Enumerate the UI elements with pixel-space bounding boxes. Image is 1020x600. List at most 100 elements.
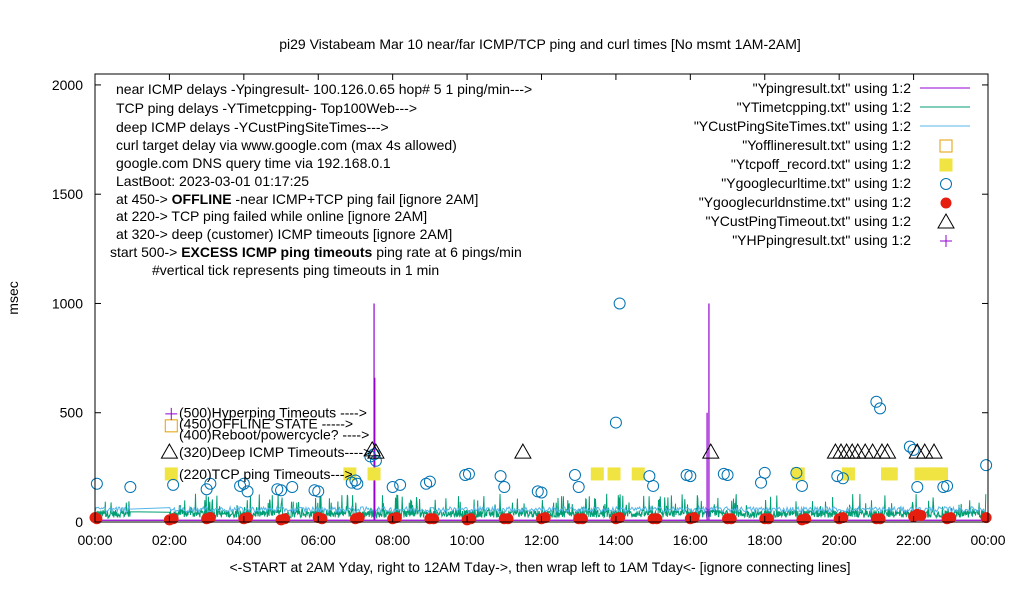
curl-time-marker — [345, 476, 358, 489]
y-tick-label: 500 — [60, 405, 84, 421]
level-label: (450)OFFLINE STATE -----> — [179, 416, 353, 432]
cust-timeout-marker — [878, 443, 897, 459]
x-tick-label: 18:00 — [747, 532, 782, 548]
curl-time-marker — [980, 459, 993, 472]
dns-time-marker — [725, 513, 737, 525]
y-tick-label: 1000 — [52, 295, 83, 311]
cust-timeout-marker — [160, 443, 179, 459]
tcp-offline-marker — [607, 467, 621, 481]
x-tick-label: 12:00 — [524, 532, 559, 548]
info-text-block: near ICMP delays -Ypingresult- 100.126.0… — [110, 81, 532, 278]
state-line-offline: at 450-> OFFLINE -near ICMP+TCP ping fai… — [116, 191, 478, 207]
dns-time-marker — [167, 513, 179, 525]
legend-label: "Yofflineresult.txt" using 1:2 — [742, 137, 911, 153]
curl-time-marker — [647, 479, 660, 492]
dns-time-marker — [614, 512, 626, 524]
x-tick-label: 06:00 — [301, 532, 336, 548]
dns-time-marker — [688, 512, 700, 524]
state-line-deep: at 320-> deep (customer) ICMP timeouts [… — [116, 226, 452, 242]
info-line: near ICMP delays -Ypingresult- 100.126.0… — [116, 81, 532, 97]
curl-time-marker — [369, 454, 382, 467]
curl-time-marker — [790, 466, 803, 479]
curl-time-marker — [351, 477, 364, 490]
x-tick-label: 08:00 — [375, 532, 410, 548]
x-axis-label: <-START at 2AM Yday, right to 12AM Tday-… — [229, 559, 850, 575]
cust-timeout-marker — [367, 443, 385, 459]
info-line: TCP ping delays -YTimetcpping- Top100Web… — [116, 100, 417, 116]
tcp-offline-marker — [631, 467, 645, 481]
x-tick-label: 22:00 — [896, 532, 931, 548]
curl-time-marker — [831, 470, 844, 483]
dns-time-marker — [915, 509, 927, 521]
curl-time-marker — [498, 481, 511, 494]
x-tick-label: 00:00 — [77, 532, 112, 548]
curl-time-marker — [394, 478, 407, 491]
legend-label: "YTimetcpping.txt" using 1:2 — [737, 99, 912, 115]
dns-time-marker — [242, 512, 254, 524]
dns-time-marker — [279, 513, 291, 525]
dns-time-marker — [874, 513, 886, 525]
legend-label: "Ypingresult.txt" using 1:2 — [753, 80, 912, 96]
y-axis-label: msec — [5, 281, 21, 314]
tcp-offline-marker — [367, 467, 381, 481]
legend-circle-key — [940, 197, 952, 209]
curl-time-marker — [795, 479, 808, 492]
dns-time-marker — [539, 512, 551, 524]
curl-time-marker — [572, 481, 585, 494]
dns-time-marker — [502, 513, 514, 525]
curl-time-marker — [758, 466, 771, 479]
dns-time-marker — [428, 513, 440, 525]
dns-time-marker — [762, 513, 774, 525]
curl-time-marker — [167, 478, 180, 491]
legend-label: "Ygooglecurldnstime.txt" using 1:2 — [699, 194, 911, 210]
curl-time-marker — [911, 481, 924, 494]
curl-time-marker — [462, 467, 475, 480]
legend-circle-key — [940, 178, 952, 190]
legend-label: "YCustPingTimeout.txt" using 1:2 — [705, 213, 911, 229]
cust-timeout-marker — [701, 443, 720, 459]
x-tick-label: 20:00 — [822, 532, 857, 548]
curl-time-marker — [941, 479, 954, 492]
legend-label: "Ygooglecurltime.txt" using 1:2 — [721, 175, 911, 191]
curl-time-marker — [836, 472, 849, 485]
level-label: (400)Reboot/powercycle? ----> — [179, 427, 369, 443]
curl-time-marker — [386, 481, 399, 494]
curl-time-marker — [684, 470, 697, 483]
dns-time-marker — [837, 512, 849, 524]
curl-time-marker — [494, 470, 507, 483]
legend-square-key — [939, 139, 953, 153]
dns-time-marker — [390, 512, 402, 524]
dns-time-marker — [576, 513, 588, 525]
dns-time-marker — [353, 512, 365, 524]
legend: "Ypingresult.txt" using 1:2 "YTimetcpping… — [694, 80, 970, 248]
curl-time-marker — [609, 416, 622, 429]
legend-label: "Ytcpoff_record.txt" using 1:2 — [731, 156, 911, 172]
curl-time-marker — [286, 481, 299, 494]
legend-label: "YCustPingSiteTimes.txt" using 1:2 — [694, 118, 911, 134]
dns-time-marker — [91, 513, 103, 525]
level-label: (320)Deep ICMP Timeouts----> — [179, 444, 371, 460]
x-tick-label: 00:00 — [970, 532, 1005, 548]
curl-time-marker — [124, 481, 137, 494]
tcp-offline-marker — [934, 467, 948, 481]
tick-note: #vertical tick represents ping timeouts … — [152, 262, 439, 278]
dns-time-marker — [800, 513, 812, 525]
x-tick-label: 04:00 — [226, 532, 261, 548]
x-tick-label: 14:00 — [598, 532, 633, 548]
state-line-tcp: at 220-> TCP ping failed while online [i… — [116, 208, 427, 224]
deep-icmp-series-line — [94, 504, 986, 515]
curl-time-marker — [275, 484, 288, 497]
x-tick-label: 02:00 — [152, 532, 187, 548]
curl-time-marker — [90, 477, 103, 490]
cust-timeout-marker — [925, 443, 943, 459]
dns-time-marker — [465, 513, 477, 525]
offline-marker — [164, 419, 178, 433]
dns-time-marker — [945, 512, 957, 524]
y-tick-label: 1500 — [52, 186, 83, 202]
curl-time-marker — [568, 469, 581, 482]
cust-timeout-marker — [915, 443, 934, 459]
info-line: LastBoot: 2023-03-01 01:17:25 — [116, 173, 309, 189]
state-line-excess: start 500-> EXCESS ICMP ping timeouts pi… — [110, 244, 522, 260]
tcp-offline-marker — [590, 467, 604, 481]
